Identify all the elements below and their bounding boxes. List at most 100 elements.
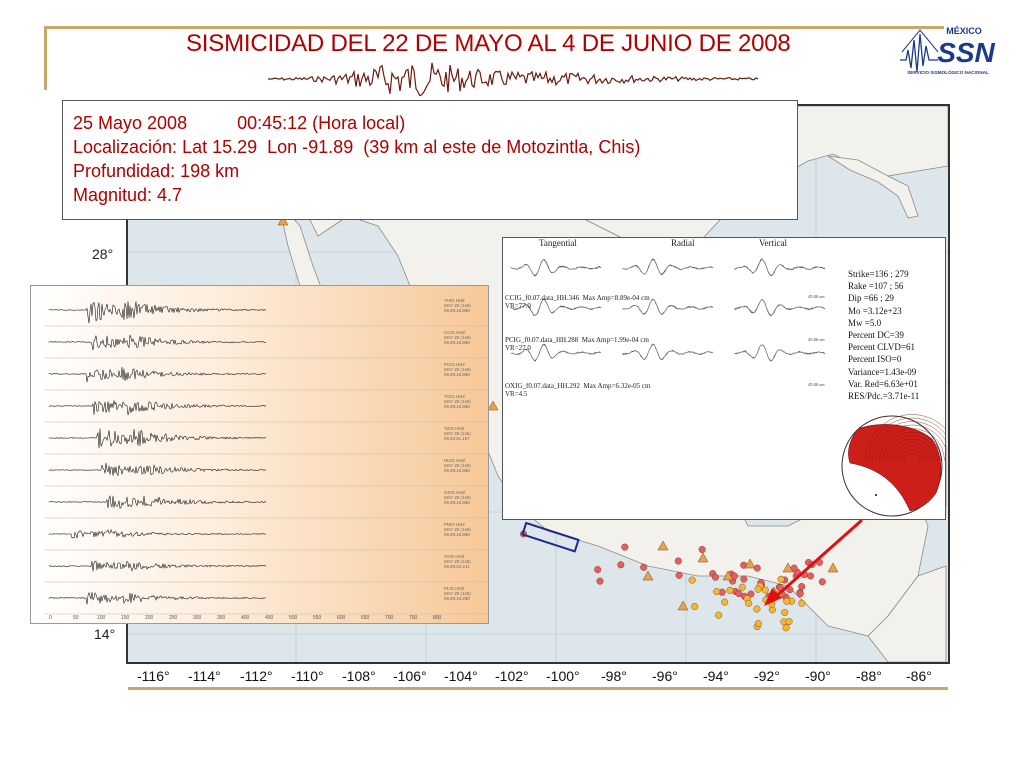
mt-station-3-vr: VR=4.5 <box>505 390 528 398</box>
mt-station-2-name: PCIG_f0.07.data_HH.288 Max Amp=1.99e-04 … <box>505 336 649 344</box>
seismogram-trace <box>48 428 267 449</box>
mt-param: Strike=136 ; 279 <box>848 269 909 279</box>
seismogram-time-tick: 50 <box>73 615 79 621</box>
mt-waveform <box>510 299 602 317</box>
seismogram-header: CCIG HHZ MAY 25 (146) 05:45:15.988 <box>444 330 471 345</box>
seismogram-header: TZIG HHZ MAY 25 (146) 05:44:51.157 <box>444 426 471 441</box>
longitude-label: -96° <box>652 668 678 684</box>
station-triangle <box>677 600 689 611</box>
mt-waveform <box>622 298 714 316</box>
seismogram-header: HUIG HHZ MAY 25 (146) 05:45:15.988 <box>444 458 471 473</box>
seismogram-time-tick: 300 <box>193 615 202 621</box>
mt-waveform <box>622 258 714 275</box>
seismogram-time-tick: 350 <box>217 615 226 621</box>
longitude-label: -114° <box>188 668 221 684</box>
epicenter-marker <box>621 543 629 551</box>
epicenter-marker <box>617 561 625 569</box>
epicenter-marker <box>747 590 755 598</box>
longitude-label: -106° <box>393 668 427 684</box>
station-triangle <box>642 570 654 581</box>
mt-waveform <box>510 344 602 361</box>
seismogram-header: PLIG HHZ MAY 25 (146) 05:45:19.289 <box>444 586 471 601</box>
mt-param: Percent ISO=0 <box>848 354 902 365</box>
slide-frame-bottom <box>128 687 948 690</box>
longitude-label: -90° <box>805 668 831 684</box>
seismogram-panel: THIG HHZ MAY 25 (146) 05:45:15.988 CCIG HHZ… <box>30 285 489 624</box>
mt-time-scale: 45.00 sec <box>808 382 825 387</box>
epicenter-arrow <box>764 518 863 606</box>
station-triangle <box>744 558 756 569</box>
epicenter-marker <box>796 590 804 598</box>
epicenter-marker <box>712 573 720 581</box>
epicenter-marker <box>698 546 706 554</box>
logo-name: SSN <box>937 37 995 68</box>
epicenter-marker <box>754 620 762 628</box>
mt-waveform <box>622 343 714 361</box>
ssn-logo: MÉXICO SSN SERVICIO SISMOLÓGICO NACIONAL <box>900 26 996 75</box>
mt-waveform <box>734 258 826 277</box>
seismogram-trace <box>48 366 267 383</box>
event-depth: Profundidad: 198 km <box>73 161 240 181</box>
station-triangle <box>782 562 794 573</box>
seismogram-trace <box>48 301 267 324</box>
mt-param: Dip =66 ; 29 <box>848 293 894 304</box>
seismogram-time-tick: 750 <box>409 615 418 621</box>
mt-param: Var. Red=6.63e+01 <box>848 378 918 389</box>
slide-title: SISMICIDAD DEL 22 DE MAYO AL 4 DE JUNIO … <box>186 30 791 57</box>
mt-parameters: Strike=136 ; 279 Rake =107 ; 56 Dip =66 … <box>848 268 919 402</box>
seismogram-time-tick: 0 <box>49 615 52 621</box>
central-america <box>867 565 947 662</box>
station-triangle <box>827 562 839 573</box>
latitude-label-28: 28° <box>92 246 114 262</box>
mt-column-vertical: Vertical <box>759 238 787 248</box>
seismogram-header: PNIG HHZ MAY 25 (146) 05:45:15.988 <box>444 522 471 537</box>
seismogram-time-tick: 800 <box>433 615 442 621</box>
seismogram-trace <box>48 495 267 509</box>
longitude-label: -100° <box>546 668 580 684</box>
seismogram-time-tick: 550 <box>313 615 322 621</box>
longitude-label: -88° <box>856 668 882 684</box>
epicenter-marker <box>761 586 769 594</box>
seismogram-time-tick: 100 <box>97 615 106 621</box>
epicenter-marker <box>777 575 785 583</box>
brecha-de-guerrero-box <box>521 521 580 553</box>
mt-param: Variance=1.43e-09 <box>848 366 917 377</box>
event-info-box: 25 Mayo 2008 00:45:12 (Hora local) Local… <box>62 100 798 220</box>
seismogram-header: THIG HHZ MAY 25 (146) 05:45:15.988 <box>444 298 471 313</box>
seismogram-header: OXIG HHZ MAY 25 (146) 05:45:15.988 <box>444 490 471 505</box>
longitude-label: -108° <box>342 668 376 684</box>
event-date-time: 25 Mayo 2008 00:45:12 (Hora local) <box>73 113 406 133</box>
epicenter-marker <box>785 618 793 626</box>
seismogram-trace <box>48 400 267 416</box>
seismogram-time-tick: 700 <box>385 615 394 621</box>
longitude-label: -116° <box>137 668 170 684</box>
logo-country: MÉXICO <box>946 26 982 36</box>
seismogram-header: TGIG HHZ MAY 25 (146) 05:45:15.988 <box>444 394 471 409</box>
mt-time-scale: 45.00 sec <box>808 294 825 299</box>
epicenter-marker <box>753 605 761 613</box>
moment-tensor-panel: Tangential Radial Vertical 45.00 sec 45.… <box>502 237 946 520</box>
seismogram-trace <box>48 462 267 477</box>
longitude-label: -102° <box>495 668 529 684</box>
epicenter-marker <box>740 575 748 583</box>
seismogram-trace <box>48 334 266 351</box>
mt-param: Mw =5.0 <box>848 317 882 328</box>
seismogram-trace <box>48 560 267 572</box>
station-triangle <box>722 570 734 581</box>
station-triangle <box>277 215 289 226</box>
mt-column-tangential: Tangential <box>539 238 577 248</box>
epicenter-marker <box>594 566 602 574</box>
seismogram-header: PCIG HHZ MAY 25 (146) 05:45:15.988 <box>444 362 471 377</box>
epicenter-marker <box>596 577 604 585</box>
seismogram-time-tick: 200 <box>145 615 154 621</box>
seismogram-time-tick: 500 <box>289 615 298 621</box>
epicenter-marker <box>754 585 762 593</box>
seismogram-trace <box>48 591 267 605</box>
title-seismogram-decoration <box>268 62 758 96</box>
longitude-label: -104° <box>444 668 478 684</box>
longitude-label: -112° <box>240 668 273 684</box>
epicenter-marker <box>726 586 734 594</box>
epicenter-marker <box>674 557 682 565</box>
epicenter-marker <box>688 576 696 584</box>
epicenter-marker <box>731 572 739 580</box>
